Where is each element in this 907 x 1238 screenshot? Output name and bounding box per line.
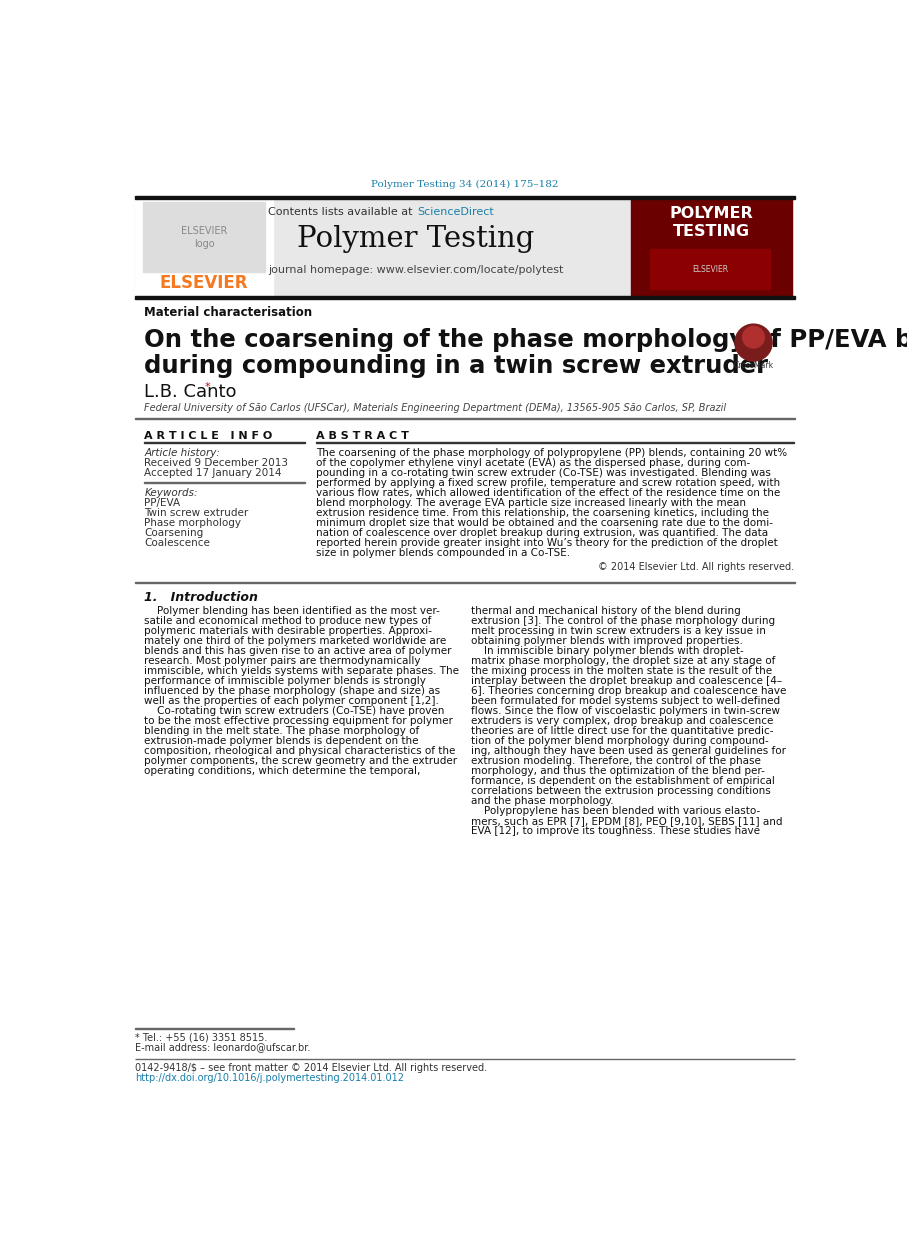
Text: thermal and mechanical history of the blend during: thermal and mechanical history of the bl… — [472, 605, 741, 615]
Text: ELSEVIER: ELSEVIER — [692, 265, 728, 274]
Circle shape — [735, 324, 772, 361]
Text: composition, rheological and physical characteristics of the: composition, rheological and physical ch… — [144, 745, 455, 755]
Text: matrix phase morphology, the droplet size at any stage of: matrix phase morphology, the droplet siz… — [472, 656, 775, 666]
Text: Material characterisation: Material characterisation — [144, 306, 313, 319]
Text: The coarsening of the phase morphology of polypropylene (PP) blends, containing : The coarsening of the phase morphology o… — [317, 448, 787, 458]
Text: In immiscible binary polymer blends with droplet-: In immiscible binary polymer blends with… — [472, 645, 744, 656]
Text: L.B. Canto: L.B. Canto — [144, 383, 237, 401]
Text: 0142-9418/$ – see front matter © 2014 Elsevier Ltd. All rights reserved.: 0142-9418/$ – see front matter © 2014 El… — [135, 1063, 487, 1073]
Text: size in polymer blends compounded in a Co-TSE.: size in polymer blends compounded in a C… — [317, 547, 571, 558]
Text: nation of coalescence over droplet breakup during extrusion, was quantified. The: nation of coalescence over droplet break… — [317, 527, 768, 537]
Text: Twin screw extruder: Twin screw extruder — [144, 508, 249, 517]
Text: Polymer Testing 34 (2014) 175–182: Polymer Testing 34 (2014) 175–182 — [371, 180, 558, 188]
Bar — [135, 199, 793, 296]
Text: Received 9 December 2013: Received 9 December 2013 — [144, 458, 288, 468]
Text: minimum droplet size that would be obtained and the coarsening rate due to the d: minimum droplet size that would be obtai… — [317, 517, 774, 527]
Text: POLYMER
TESTING: POLYMER TESTING — [669, 206, 754, 239]
Text: Phase morphology: Phase morphology — [144, 517, 241, 527]
Text: extrusion [3]. The control of the phase morphology during: extrusion [3]. The control of the phase … — [472, 615, 775, 625]
Text: tion of the polymer blend morphology during compound-: tion of the polymer blend morphology dur… — [472, 735, 769, 745]
Text: Keywords:: Keywords: — [144, 488, 198, 498]
Text: satile and economical method to produce new types of: satile and economical method to produce … — [144, 615, 432, 625]
Text: mers, such as EPR [7], EPDM [8], PEO [9,10], SEBS [11] and: mers, such as EPR [7], EPDM [8], PEO [9,… — [472, 816, 783, 826]
Text: Co-rotating twin screw extruders (Co-TSE) have proven: Co-rotating twin screw extruders (Co-TSE… — [144, 706, 444, 716]
Text: theories are of little direct use for the quantitative predic-: theories are of little direct use for th… — [472, 725, 774, 735]
Text: the mixing process in the molten state is the result of the: the mixing process in the molten state i… — [472, 666, 773, 676]
Text: of the copolymer ethylene vinyl acetate (EVA) as the dispersed phase, during com: of the copolymer ethylene vinyl acetate … — [317, 458, 751, 468]
Text: EVA [12], to improve its toughness. These studies have: EVA [12], to improve its toughness. Thes… — [472, 826, 760, 836]
Text: http://dx.doi.org/10.1016/j.polymertesting.2014.01.012: http://dx.doi.org/10.1016/j.polymertesti… — [135, 1073, 405, 1083]
Text: extrusion residence time. From this relationship, the coarsening kinetics, inclu: extrusion residence time. From this rela… — [317, 508, 769, 517]
Text: polymer components, the screw geometry and the extruder: polymer components, the screw geometry a… — [144, 755, 457, 766]
Text: well as the properties of each polymer component [1,2].: well as the properties of each polymer c… — [144, 696, 439, 706]
Text: blending in the melt state. The phase morphology of: blending in the melt state. The phase mo… — [144, 725, 420, 735]
Text: performed by applying a fixed screw profile, temperature and screw rotation spee: performed by applying a fixed screw prof… — [317, 478, 781, 488]
Text: extrusion modeling. Therefore, the control of the phase: extrusion modeling. Therefore, the contr… — [472, 755, 761, 766]
Bar — [135, 296, 795, 300]
Text: Coalescence: Coalescence — [144, 537, 210, 547]
Text: Polypropylene has been blended with various elasto-: Polypropylene has been blended with vari… — [472, 806, 761, 816]
Text: © 2014 Elsevier Ltd. All rights reserved.: © 2014 Elsevier Ltd. All rights reserved… — [598, 562, 794, 572]
Text: various flow rates, which allowed identification of the effect of the residence : various flow rates, which allowed identi… — [317, 488, 781, 498]
Text: morphology, and thus the optimization of the blend per-: morphology, and thus the optimization of… — [472, 766, 766, 776]
Text: ELSEVIER
logo: ELSEVIER logo — [180, 225, 228, 249]
Text: Article history:: Article history: — [144, 448, 220, 458]
Text: Contents lists available at: Contents lists available at — [268, 207, 415, 217]
Text: Accepted 17 January 2014: Accepted 17 January 2014 — [144, 468, 282, 479]
Text: blend morphology. The average EVA particle size increased linearly with the mean: blend morphology. The average EVA partic… — [317, 498, 746, 508]
Text: and the phase morphology.: and the phase morphology. — [472, 796, 614, 806]
Text: correlations between the extrusion processing conditions: correlations between the extrusion proce… — [472, 786, 771, 796]
Text: flows. Since the flow of viscoelastic polymers in twin-screw: flows. Since the flow of viscoelastic po… — [472, 706, 780, 716]
Text: Polymer blending has been identified as the most ver-: Polymer blending has been identified as … — [144, 605, 440, 615]
Text: ScienceDirect: ScienceDirect — [417, 207, 494, 217]
Text: journal homepage: www.elsevier.com/locate/polytest: journal homepage: www.elsevier.com/locat… — [268, 265, 563, 275]
Text: A R T I C L E   I N F O: A R T I C L E I N F O — [144, 431, 273, 441]
Bar — [650, 249, 770, 288]
Bar — [135, 199, 273, 296]
Text: influenced by the phase morphology (shape and size) as: influenced by the phase morphology (shap… — [144, 686, 441, 696]
Text: been formulated for model systems subject to well-defined: been formulated for model systems subjec… — [472, 696, 781, 706]
Text: research. Most polymer pairs are thermodynamically: research. Most polymer pairs are thermod… — [144, 656, 421, 666]
Text: Polymer Testing: Polymer Testing — [297, 225, 534, 254]
Text: extruders is very complex, drop breakup and coalescence: extruders is very complex, drop breakup … — [472, 716, 774, 725]
Text: * Tel.: +55 (16) 3351 8515.: * Tel.: +55 (16) 3351 8515. — [135, 1032, 268, 1042]
Text: A B S T R A C T: A B S T R A C T — [317, 431, 409, 441]
Text: formance, is dependent on the establishment of empirical: formance, is dependent on the establishm… — [472, 776, 775, 786]
Text: extrusion-made polymer blends is dependent on the: extrusion-made polymer blends is depende… — [144, 735, 419, 745]
Text: ELSEVIER: ELSEVIER — [160, 275, 249, 292]
Text: Coarsening: Coarsening — [144, 527, 204, 537]
Text: melt processing in twin screw extruders is a key issue in: melt processing in twin screw extruders … — [472, 625, 766, 635]
Text: during compounding in a twin screw extruder: during compounding in a twin screw extru… — [144, 354, 768, 379]
Text: 1.   Introduction: 1. Introduction — [144, 591, 258, 604]
Text: to be the most effective processing equipment for polymer: to be the most effective processing equi… — [144, 716, 454, 725]
Text: immiscible, which yields systems with separate phases. The: immiscible, which yields systems with se… — [144, 666, 459, 676]
Bar — [142, 203, 265, 272]
Text: CrossMark: CrossMark — [734, 361, 774, 370]
Text: interplay between the droplet breakup and coalescence [4–: interplay between the droplet breakup an… — [472, 676, 783, 686]
Text: On the coarsening of the phase morphology of PP/EVA blends: On the coarsening of the phase morpholog… — [144, 328, 907, 352]
Text: *: * — [205, 383, 210, 392]
Text: ing, although they have been used as general guidelines for: ing, although they have been used as gen… — [472, 745, 786, 755]
Text: E-mail address: leonardo@ufscar.br.: E-mail address: leonardo@ufscar.br. — [135, 1042, 310, 1052]
Text: obtaining polymer blends with improved properties.: obtaining polymer blends with improved p… — [472, 635, 744, 645]
Text: operating conditions, which determine the temporal,: operating conditions, which determine th… — [144, 766, 421, 776]
Text: PP/EVA: PP/EVA — [144, 498, 180, 508]
Bar — [135, 197, 795, 199]
Text: blends and this has given rise to an active area of polymer: blends and this has given rise to an act… — [144, 645, 452, 656]
Circle shape — [743, 327, 765, 348]
Text: reported herein provide greater insight into Wu’s theory for the prediction of t: reported herein provide greater insight … — [317, 537, 778, 547]
Text: performance of immiscible polymer blends is strongly: performance of immiscible polymer blends… — [144, 676, 426, 686]
Text: pounding in a co-rotating twin screw extruder (Co-TSE) was investigated. Blendin: pounding in a co-rotating twin screw ext… — [317, 468, 771, 478]
Text: Federal University of São Carlos (UFSCar), Materials Engineering Department (DEM: Federal University of São Carlos (UFSCar… — [144, 404, 727, 413]
Text: mately one third of the polymers marketed worldwide are: mately one third of the polymers markete… — [144, 635, 446, 645]
Bar — [631, 199, 793, 296]
Text: polymeric materials with desirable properties. Approxi-: polymeric materials with desirable prope… — [144, 625, 433, 635]
Text: 6]. Theories concerning drop breakup and coalescence have: 6]. Theories concerning drop breakup and… — [472, 686, 786, 696]
